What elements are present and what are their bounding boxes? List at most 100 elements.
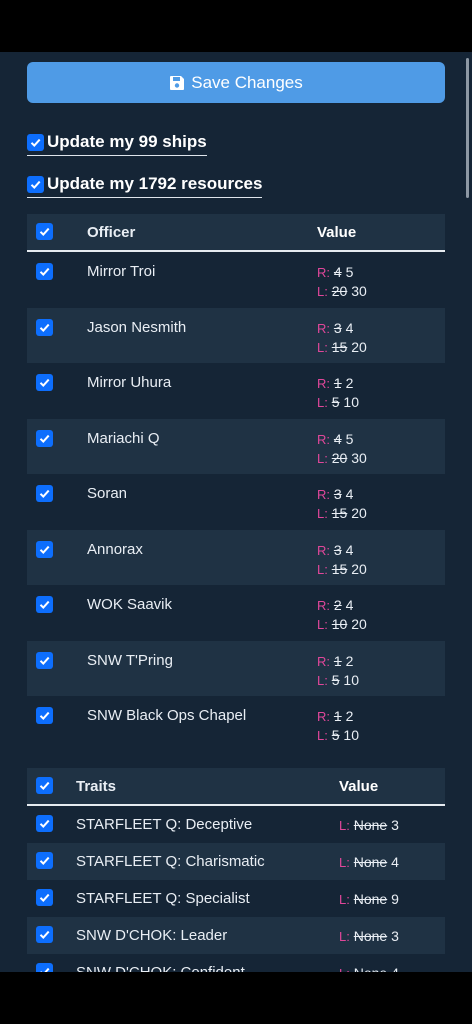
officer-row[interactable]: SNW T'Pring R: 1 2 L: 5 10 (27, 640, 445, 696)
trait-name: SNW D'CHOK: Leader (76, 927, 228, 944)
rank-label: R: (317, 431, 330, 447)
new-rank: 2 (345, 708, 354, 724)
new-level: 9 (391, 890, 399, 907)
new-level: 20 (351, 338, 367, 355)
level-label: L: (317, 561, 328, 577)
trait-checkbox[interactable] (36, 815, 53, 832)
checkmark-icon (39, 600, 50, 610)
officer-row[interactable]: WOK Saavik R: 2 4 L: 10 20 (27, 585, 445, 641)
officer-table: Officer Value Mirror Troi R: 4 5 L: 20 30 J… (27, 214, 445, 752)
update-ships-checkbox[interactable] (27, 133, 44, 151)
rank-label: R: (317, 376, 330, 391)
new-rank: 5 (345, 264, 354, 280)
officer-value: R: 3 4 L: 15 20 (317, 308, 445, 357)
officer-row[interactable]: Mariachi Q R: 4 5 L: 20 30 (27, 418, 445, 474)
old-rank: 3 (333, 541, 342, 558)
rank-label: R: (317, 487, 330, 502)
trait-checkbox[interactable] (36, 852, 53, 869)
trait-row[interactable]: STARFLEET Q: Deceptive L: None 3 (27, 806, 445, 843)
officer-checkbox[interactable] (36, 263, 53, 280)
officer-checkbox[interactable] (36, 707, 53, 724)
officer-checkbox[interactable] (36, 318, 53, 336)
trait-checkbox[interactable] (36, 963, 53, 972)
trait-checkbox[interactable] (36, 889, 53, 906)
new-rank: 2 (345, 375, 354, 391)
checkmark-icon (39, 267, 50, 277)
update-ships-option[interactable]: Update my 99 ships (27, 132, 207, 156)
trait-checkbox[interactable] (36, 926, 53, 943)
rank-label: R: (317, 598, 330, 613)
new-level: 20 (351, 616, 367, 632)
trait-name: STARFLEET Q: Deceptive (76, 816, 253, 833)
checkmark-icon (39, 545, 50, 554)
rank-value: R: 1 2 (317, 374, 445, 393)
level-label: L: (317, 450, 328, 466)
rank-label: R: (317, 709, 330, 724)
level-label: L: (339, 891, 350, 907)
old-level: None (353, 816, 388, 833)
update-resources-option[interactable]: Update my 1792 resources (27, 174, 263, 198)
officer-row[interactable]: Mirror Troi R: 4 5 L: 20 30 (27, 252, 445, 308)
traits-column-header: Traits (76, 777, 117, 795)
checkmark-icon (30, 138, 41, 147)
trait-row[interactable]: STARFLEET Q: Charismatic L: None 4 (27, 843, 445, 880)
level-value: L: 15 20 (317, 560, 445, 579)
level-label: L: (317, 284, 328, 299)
select-all-traits-checkbox[interactable] (36, 776, 53, 794)
rank-value: R: 3 4 (317, 541, 445, 560)
officer-row[interactable]: Jason Nesmith R: 3 4 L: 15 20 (27, 307, 445, 363)
level-value: L: 5 10 (317, 726, 445, 745)
update-resources-label: Update my 1792 resources (47, 174, 263, 193)
save-changes-button[interactable]: Save Changes (27, 62, 445, 103)
old-level: 15 (331, 505, 348, 521)
trait-value: L: None 3 (339, 928, 445, 944)
update-resources-checkbox[interactable] (27, 175, 44, 193)
officer-checkbox[interactable] (36, 429, 53, 447)
new-rank: 4 (345, 541, 354, 558)
level-label: L: (339, 966, 350, 973)
officer-name: SNW Black Ops Chapel (87, 707, 247, 724)
officer-checkbox[interactable] (36, 540, 53, 558)
officer-row[interactable]: Mirror Uhura R: 1 2 L: 5 10 (27, 363, 445, 419)
rank-value: R: 2 4 (317, 596, 445, 615)
value-column-header: Value (339, 777, 379, 795)
trait-row[interactable]: SNW D'CHOK: Leader L: None 3 (27, 917, 445, 954)
select-all-officers-checkbox[interactable] (36, 222, 53, 240)
trait-row[interactable]: SNW D'CHOK: ConfidentL: None 4 (27, 954, 445, 972)
officer-name: WOK Saavik (87, 596, 173, 613)
rank-value: R: 4 5 (317, 263, 445, 282)
officer-checkbox[interactable] (36, 651, 53, 669)
trait-row[interactable]: STARFLEET Q: Specialist L: None 9 (27, 880, 445, 917)
officer-row[interactable]: SNW Black Ops Chapel R: 1 2 L: 5 10 (27, 696, 445, 752)
officer-row[interactable]: Soran R: 3 4 L: 15 20 (27, 474, 445, 530)
trait-value: L: None 3 (339, 817, 445, 833)
app-container: Save Changes Update my 99 ships Update m… (0, 52, 472, 972)
old-rank: 3 (333, 486, 342, 502)
save-changes-label: Save Changes (191, 72, 303, 92)
officer-checkbox[interactable] (36, 485, 53, 502)
new-rank: 4 (345, 486, 354, 502)
officer-row[interactable]: Annorax R: 3 4 L: 15 20 (27, 529, 445, 585)
new-level: 10 (343, 727, 359, 743)
level-label: L: (317, 395, 328, 410)
officer-value: R: 4 5 L: 20 30 (317, 419, 445, 468)
level-value: L: 15 20 (317, 504, 445, 523)
level-label: L: (317, 617, 328, 632)
level-value: L: 5 10 (317, 393, 445, 412)
level-label: L: (339, 854, 350, 870)
scrollbar[interactable] (466, 58, 469, 198)
officer-column-header: Officer (87, 223, 136, 241)
new-level: 30 (351, 283, 367, 299)
checkmark-icon (39, 323, 50, 332)
checkmark-icon (39, 489, 50, 499)
trait-name: SNW D'CHOK: Confident (61, 964, 339, 972)
old-rank: 3 (333, 319, 342, 336)
old-level: 15 (331, 338, 348, 355)
old-rank: 1 (333, 375, 342, 391)
level-label: L: (317, 728, 328, 743)
rank-value: R: 1 2 (317, 652, 445, 671)
checkmark-icon (39, 434, 50, 443)
officer-checkbox[interactable] (36, 374, 53, 391)
officer-name: Soran (87, 485, 128, 502)
officer-checkbox[interactable] (36, 596, 53, 613)
